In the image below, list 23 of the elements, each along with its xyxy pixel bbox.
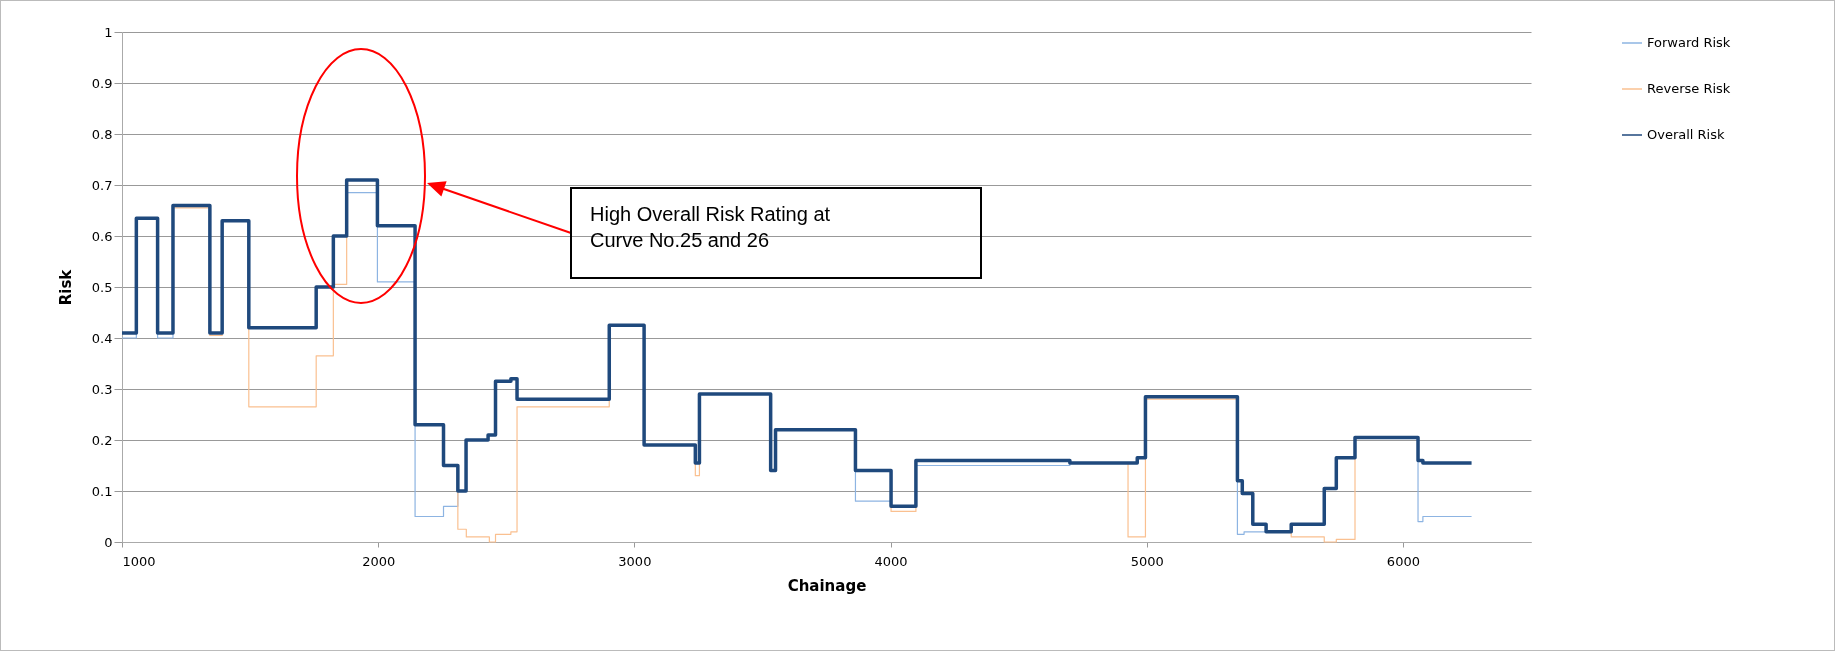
x-tick-label: 6000 [1386, 553, 1420, 569]
x-tick-label: 5000 [1130, 553, 1164, 569]
x-tick-label: 1000 [122, 553, 156, 569]
y-tick-label: 0.9 [91, 75, 113, 91]
y-tick-label: 0.2 [91, 432, 113, 448]
y-tick-label: 0.4 [91, 330, 113, 346]
x-tick-label: 2000 [362, 553, 396, 569]
x-axis-title: Chainage [787, 576, 867, 595]
legend-label: Reverse Risk [1647, 81, 1731, 96]
legend-label: Forward Risk [1647, 35, 1731, 50]
x-tick-label: 3000 [618, 553, 652, 569]
y-axis-title: Risk [56, 268, 75, 306]
y-tick-label: 0.3 [91, 381, 113, 397]
y-tick-label: 0.6 [91, 228, 113, 244]
y-tick-label: 0.8 [91, 126, 113, 142]
y-tick-label: 0.5 [91, 279, 113, 295]
y-tick-label: 0.1 [91, 483, 113, 499]
y-tick-label: 1 [104, 24, 113, 40]
y-tick-label: 0 [104, 534, 113, 550]
annotation: High Overall Risk Rating at Curve No.25 and 26 [570, 187, 982, 279]
x-tick-label: 4000 [874, 553, 908, 569]
y-tick-label: 0.7 [91, 177, 113, 193]
legend-label: Overall Risk [1647, 127, 1726, 142]
